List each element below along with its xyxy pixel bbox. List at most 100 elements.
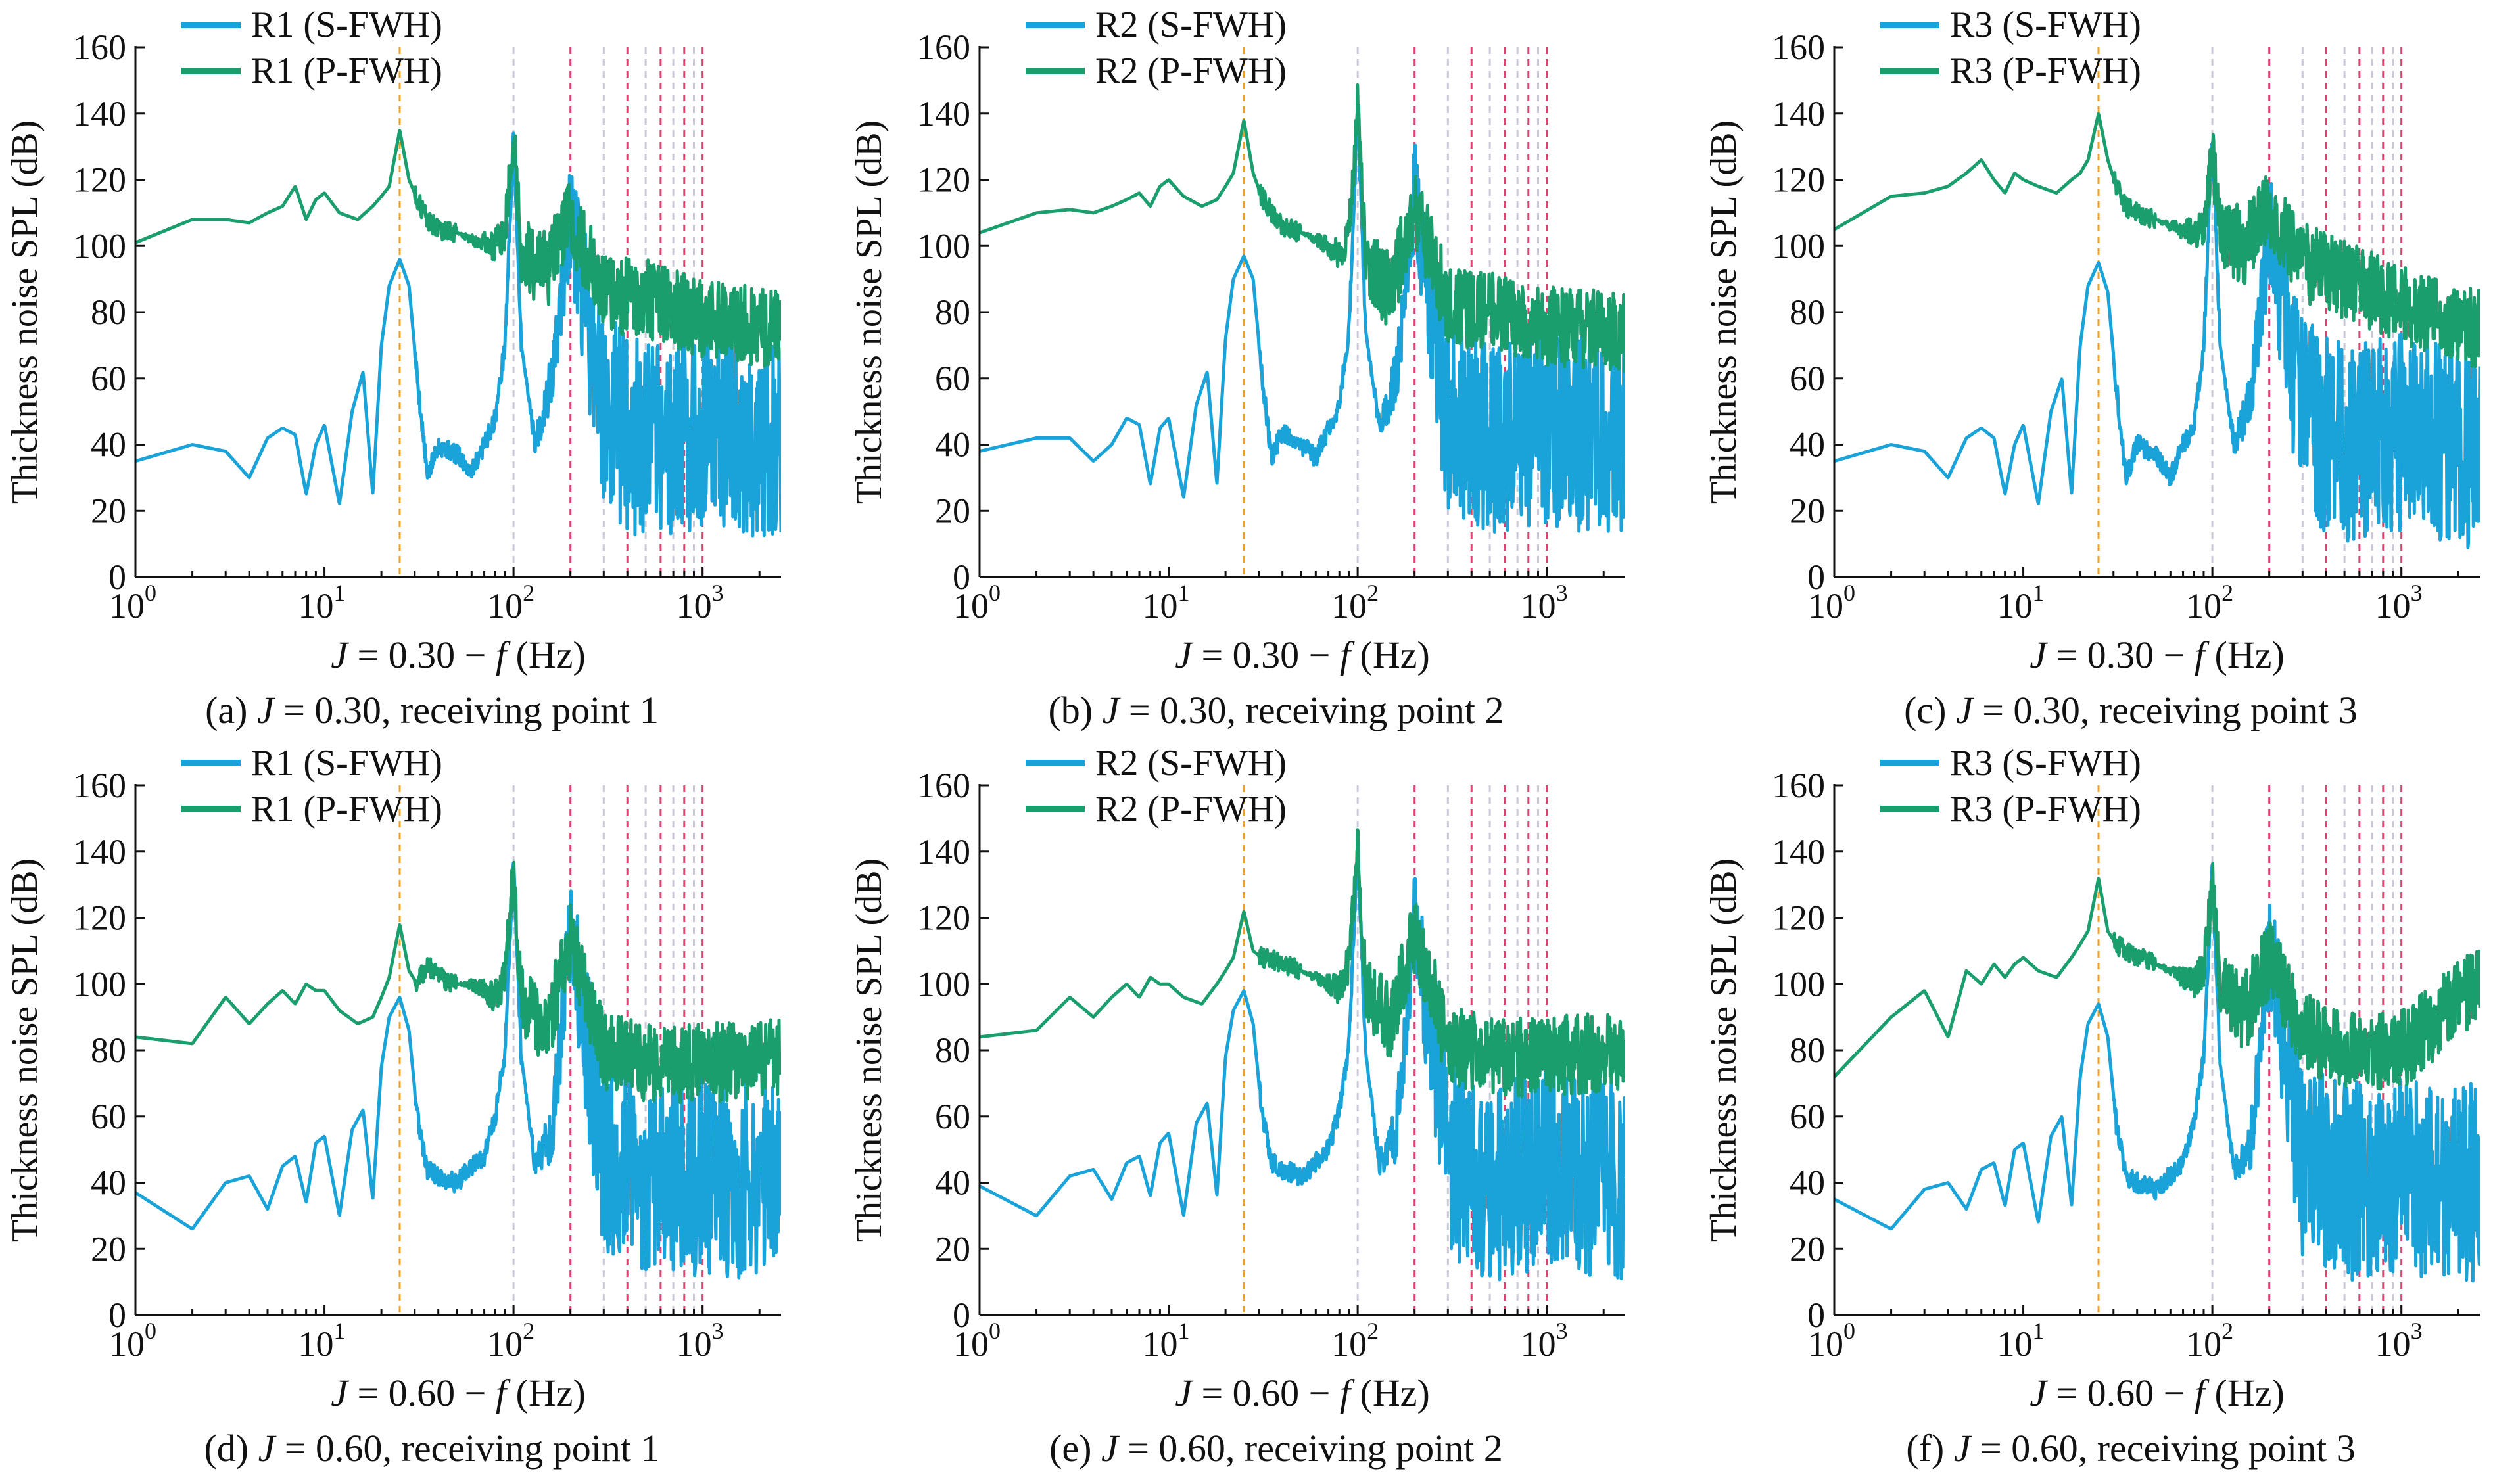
x-axis-label: J = 0.30 − f (Hz) — [331, 634, 586, 676]
x-tick-label: 100 — [953, 1318, 1001, 1364]
legend-label: R3 (P-FWH) — [1950, 51, 2141, 91]
legend-label: R3 (P-FWH) — [1950, 789, 2141, 829]
y-tick-label: 0 — [1807, 557, 1825, 597]
x-axis-label: J = 0.60 − f (Hz) — [2030, 1372, 2285, 1414]
y-tick-label: 160 — [73, 766, 126, 805]
x-axis-label: J = 0.30 − f (Hz) — [1175, 634, 1430, 676]
panel-e: 0 20 40 60 80 100 120 140 160 100 101 102 103 Thickne… — [849, 743, 1625, 1470]
x-tick-label: 101 — [1143, 580, 1190, 626]
x-tick-label: 100 — [109, 1318, 156, 1364]
y-tick-label: 60 — [1790, 1097, 1825, 1136]
x-tick-label: 102 — [487, 1318, 534, 1364]
y-axis-label: Thickness noise SPL (dB) — [849, 120, 890, 504]
y-tick-label: 0 — [108, 557, 126, 597]
y-tick-label: 100 — [1772, 964, 1825, 1004]
y-tick-label: 80 — [91, 292, 126, 332]
x-tick-label: 100 — [109, 580, 156, 626]
y-axis-label: Thickness noise SPL (dB) — [849, 858, 890, 1242]
series-line-p-fwh — [980, 828, 1625, 1098]
legend-label: R3 (S-FWH) — [1950, 743, 2141, 783]
x-tick-label: 103 — [677, 1318, 724, 1364]
panel-b: 0 20 40 60 80 100 120 140 160 100 101 102 103 Thickne… — [849, 5, 1625, 731]
series-line-p-fwh — [1834, 862, 2480, 1091]
y-tick-label: 80 — [935, 1031, 970, 1070]
y-tick-label: 160 — [1772, 766, 1825, 805]
x-tick-label: 100 — [1808, 1318, 1855, 1364]
legend-label: R1 (S-FWH) — [251, 743, 442, 783]
y-tick-label: 60 — [91, 1097, 126, 1136]
y-tick-label: 20 — [935, 491, 970, 530]
x-axis-label: J = 0.30 − f (Hz) — [2030, 634, 2285, 676]
y-tick-label: 40 — [935, 425, 970, 465]
x-tick-label: 103 — [1521, 580, 1568, 626]
legend-label: R2 (S-FWH) — [1095, 743, 1287, 783]
x-tick-label: 102 — [2186, 1318, 2233, 1364]
legend-label: R1 (S-FWH) — [251, 5, 442, 45]
legend-label: R1 (P-FWH) — [251, 789, 442, 829]
legend-label: R1 (P-FWH) — [251, 51, 442, 91]
y-tick-label: 20 — [1790, 491, 1825, 530]
y-tick-label: 0 — [953, 557, 970, 597]
y-tick-label: 0 — [953, 1295, 970, 1335]
panel-caption: (b) J = 0.30, receiving point 2 — [1048, 689, 1504, 731]
x-tick-label: 103 — [2375, 580, 2423, 626]
y-tick-label: 80 — [1790, 1031, 1825, 1070]
panel-caption: (d) J = 0.60, receiving point 1 — [204, 1427, 659, 1470]
y-tick-label: 60 — [935, 1097, 970, 1136]
x-tick-label: 100 — [953, 580, 1001, 626]
y-tick-label: 60 — [91, 359, 126, 398]
y-tick-label: 140 — [73, 832, 126, 871]
y-tick-label: 40 — [1790, 1163, 1825, 1203]
y-tick-label: 100 — [73, 226, 126, 266]
panel-caption: (f) J = 0.60, receiving point 3 — [1906, 1427, 2355, 1470]
panel-c: 0 20 40 60 80 100 120 140 160 100 101 102 103 Thickne… — [1703, 5, 2480, 731]
panel-d: 0 20 40 60 80 100 120 140 160 100 101 102 103 Thickne… — [5, 743, 781, 1470]
x-tick-label: 102 — [1331, 580, 1379, 626]
x-tick-label: 101 — [298, 580, 346, 626]
y-tick-label: 140 — [917, 832, 970, 871]
series-line-p-fwh — [135, 129, 781, 368]
y-tick-label: 0 — [1807, 1295, 1825, 1335]
y-tick-label: 160 — [917, 28, 970, 67]
x-tick-label: 101 — [1143, 1318, 1190, 1364]
x-tick-label: 101 — [1997, 1318, 2045, 1364]
y-tick-label: 80 — [91, 1031, 126, 1070]
y-tick-label: 20 — [935, 1229, 970, 1268]
y-tick-label: 140 — [1772, 832, 1825, 871]
y-tick-label: 80 — [1790, 292, 1825, 332]
x-tick-label: 100 — [1808, 580, 1855, 626]
legend-label: R2 (P-FWH) — [1095, 789, 1287, 829]
panel-caption: (a) J = 0.30, receiving point 1 — [205, 689, 659, 731]
y-tick-label: 20 — [91, 491, 126, 530]
y-tick-label: 100 — [1772, 226, 1825, 266]
y-tick-label: 120 — [917, 898, 970, 938]
series-line-s-fwh — [980, 109, 1625, 534]
y-axis-label: Thickness noise SPL (dB) — [5, 858, 45, 1242]
y-tick-label: 120 — [73, 160, 126, 200]
series-line-s-fwh — [135, 131, 781, 538]
series-line-p-fwh — [135, 860, 781, 1105]
panel-f: 0 20 40 60 80 100 120 140 160 100 101 102 103 Thickne… — [1703, 743, 2480, 1470]
x-tick-label: 103 — [1521, 1318, 1568, 1364]
legend-label: R2 (S-FWH) — [1095, 5, 1287, 45]
y-axis-label: Thickness noise SPL (dB) — [5, 120, 45, 504]
x-tick-label: 103 — [2375, 1318, 2423, 1364]
y-tick-label: 100 — [917, 226, 970, 266]
y-tick-label: 40 — [935, 1163, 970, 1203]
x-axis-label: J = 0.60 − f (Hz) — [1175, 1372, 1430, 1414]
y-axis-label: Thickness noise SPL (dB) — [1703, 858, 1744, 1242]
x-tick-label: 101 — [298, 1318, 346, 1364]
y-tick-label: 40 — [91, 1163, 126, 1203]
legend-label: R2 (P-FWH) — [1095, 51, 1287, 91]
series-line-s-fwh — [1834, 140, 2480, 549]
y-tick-label: 140 — [917, 94, 970, 133]
y-tick-label: 0 — [108, 1295, 126, 1335]
y-tick-label: 80 — [935, 292, 970, 332]
panel-caption: (c) J = 0.30, receiving point 3 — [1904, 689, 2358, 731]
x-tick-label: 102 — [487, 580, 534, 626]
series-line-s-fwh — [980, 844, 1625, 1282]
series-line-s-fwh — [1834, 864, 2480, 1283]
y-tick-label: 120 — [917, 160, 970, 200]
y-tick-label: 120 — [1772, 160, 1825, 200]
